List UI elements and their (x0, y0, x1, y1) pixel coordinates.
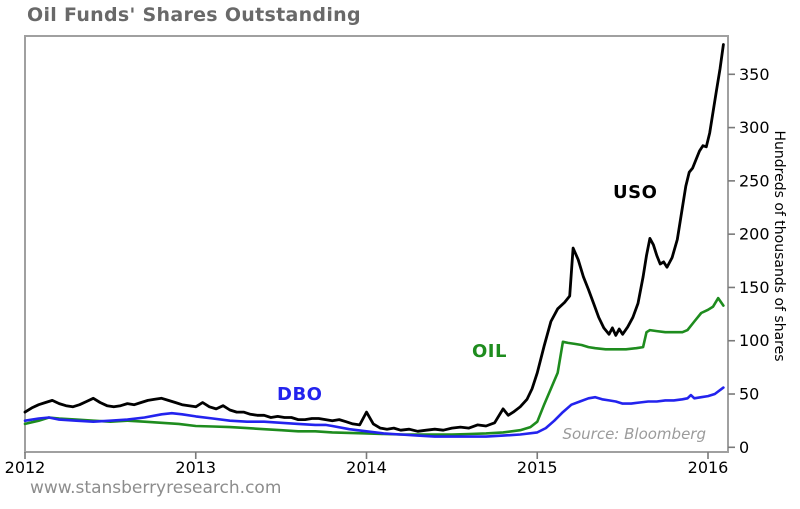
y-tick-label: 350 (739, 65, 770, 84)
x-tick-label: 2016 (688, 458, 729, 477)
y-tick-label: 150 (739, 278, 770, 297)
series-label-dbo: DBO (277, 384, 323, 405)
website-url: www.stansberryresearch.com (30, 478, 282, 498)
x-tick-label: 2013 (175, 458, 216, 477)
x-tick-label: 2014 (346, 458, 387, 477)
series-line-dbo (23, 386, 725, 438)
x-tick-label: 2015 (517, 458, 558, 477)
series-line-oil (23, 296, 725, 436)
chart-title: Oil Funds' Shares Outstanding (27, 4, 361, 26)
y-tick-label: 200 (739, 225, 770, 244)
y-tick-label: 100 (739, 331, 770, 350)
y-tick-label: 250 (739, 171, 770, 190)
y-tick-label: 50 (739, 385, 759, 404)
series-label-oil: OIL (472, 341, 507, 362)
y-axis-title: Hundreds of thousands of shares (771, 130, 787, 362)
y-tick-label: 0 (739, 438, 749, 457)
series-line-uso (23, 43, 725, 433)
plot-border (24, 35, 729, 453)
series-label-uso: USO (613, 182, 658, 203)
source-note: Source: Bloomberg (562, 425, 706, 443)
x-tick-label: 2012 (5, 458, 46, 477)
y-tick-label: 300 (739, 118, 770, 137)
